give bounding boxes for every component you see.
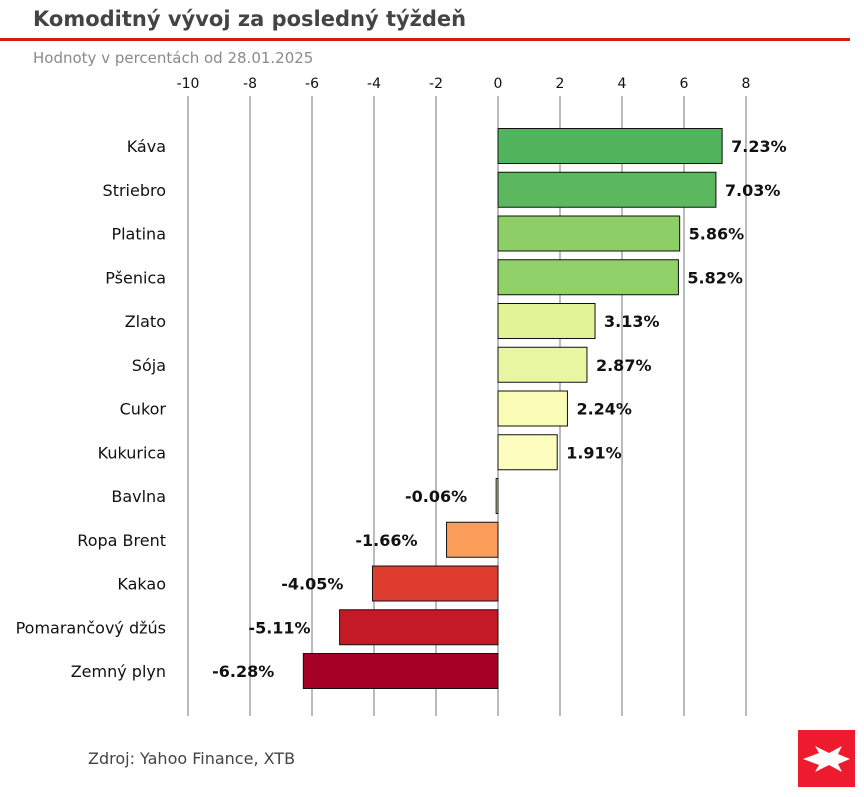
x-tick-label: 4 xyxy=(618,76,627,92)
title-divider xyxy=(0,38,850,41)
bar xyxy=(339,609,499,646)
value-label: 1.91% xyxy=(566,443,622,462)
bar xyxy=(497,303,596,339)
category-label: Zlato xyxy=(125,312,166,331)
x-tick-label: -4 xyxy=(367,76,381,92)
value-label: 5.86% xyxy=(689,225,745,244)
bar xyxy=(497,346,588,383)
category-label: Pomarančový džús xyxy=(16,618,166,637)
category-label: Pšenica xyxy=(105,268,166,287)
value-label: -4.05% xyxy=(281,575,343,594)
category-label: Zemný plyn xyxy=(71,662,166,681)
category-label: Platina xyxy=(111,225,166,244)
category-label: Bavlna xyxy=(111,487,166,506)
bar xyxy=(497,215,681,252)
value-label: 3.13% xyxy=(604,312,660,331)
category-label: Cukor xyxy=(120,400,167,419)
bar xyxy=(497,434,558,471)
source-note: Zdroj: Yahoo Finance, XTB xyxy=(88,749,296,768)
x-tick-label: -8 xyxy=(243,76,257,92)
bar xyxy=(497,259,679,296)
category-label: Striebro xyxy=(103,181,166,200)
bar xyxy=(371,565,499,602)
bar xyxy=(495,478,499,514)
x-tick-label: 6 xyxy=(680,76,689,92)
value-label: 2.87% xyxy=(596,356,652,375)
xtb-x-logo-icon xyxy=(798,730,855,787)
value-label: 7.03% xyxy=(725,181,781,200)
x-tick-label: -6 xyxy=(305,76,319,92)
bar xyxy=(497,171,717,208)
chart-subtitle: Hodnoty v percentách od 28.01.2025 xyxy=(33,49,314,67)
x-tick-label: 0 xyxy=(494,76,503,92)
x-tick-label: 8 xyxy=(742,76,751,92)
bar xyxy=(302,653,499,689)
value-label: -0.06% xyxy=(405,487,467,506)
bar xyxy=(446,521,499,558)
category-label: Kukurica xyxy=(98,443,166,462)
x-tick-label: -10 xyxy=(177,76,200,92)
x-tick-label: 2 xyxy=(556,76,565,92)
value-label: 5.82% xyxy=(687,268,743,287)
value-label: -5.11% xyxy=(248,618,310,637)
bar xyxy=(497,128,723,164)
value-label: 2.24% xyxy=(576,400,632,419)
chart-title: Komoditný vývoj za posledný týždeň xyxy=(33,7,467,31)
value-label: -1.66% xyxy=(355,531,417,550)
value-label: -6.28% xyxy=(212,662,274,681)
category-label: Kakao xyxy=(117,575,166,594)
x-tick-label: -2 xyxy=(429,76,443,92)
value-label: 7.23% xyxy=(731,137,787,156)
category-label: Sója xyxy=(132,356,166,375)
bar xyxy=(497,390,568,427)
category-label: Káva xyxy=(127,137,166,156)
category-label: Ropa Brent xyxy=(77,531,166,550)
